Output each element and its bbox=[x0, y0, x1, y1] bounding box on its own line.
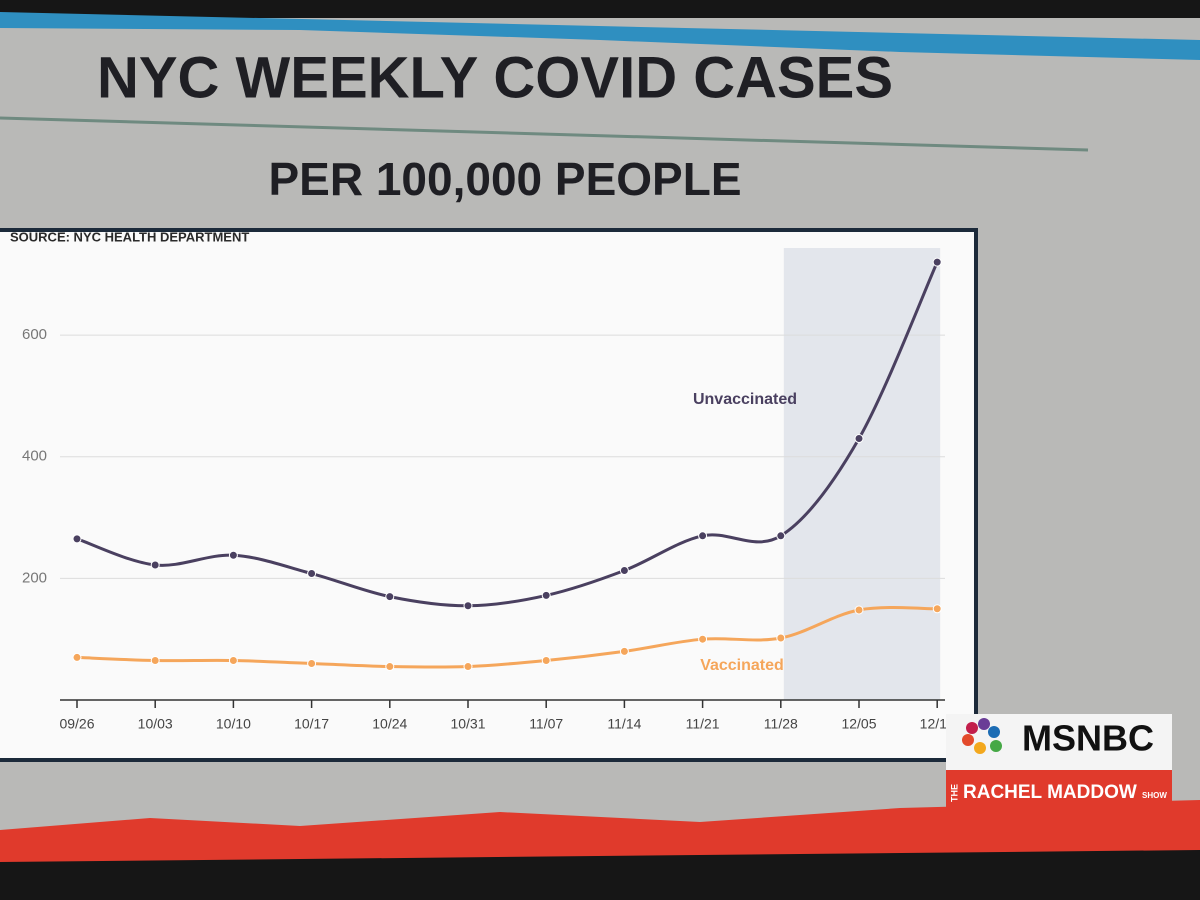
data-point bbox=[228, 655, 238, 665]
data-point bbox=[854, 434, 864, 444]
show-box bbox=[946, 770, 1172, 816]
series-line bbox=[76, 606, 938, 669]
x-tick-label: 10/03 bbox=[138, 716, 173, 732]
show-prefix: THE bbox=[949, 784, 959, 802]
data-point bbox=[698, 634, 708, 644]
x-tick-label: 12/05 bbox=[841, 716, 876, 732]
y-tick-label: 400 bbox=[22, 448, 47, 465]
highlight-band bbox=[783, 248, 941, 700]
peacock bbox=[962, 718, 1002, 754]
data-point bbox=[541, 590, 551, 600]
x-tick-label: 10/24 bbox=[372, 716, 407, 732]
data-point bbox=[619, 565, 629, 575]
data-point bbox=[72, 534, 82, 544]
data-point bbox=[463, 601, 473, 611]
data-point bbox=[698, 531, 708, 541]
top-strip bbox=[0, 12, 1200, 60]
x-tick-label: 11/07 bbox=[529, 716, 563, 732]
data-point bbox=[385, 592, 395, 602]
network-logo: MSNBC bbox=[1022, 718, 1154, 759]
y-tick-label: 600 bbox=[22, 326, 47, 343]
x-tick-label: 10/31 bbox=[450, 716, 485, 732]
data-point bbox=[541, 655, 551, 665]
chart-subtitle: PER 100,000 PEOPLE bbox=[268, 153, 741, 205]
chart-title: NYC WEEKLY COVID CASES bbox=[97, 45, 893, 110]
data-point bbox=[385, 662, 395, 672]
data-point bbox=[932, 257, 942, 267]
data-point bbox=[307, 659, 317, 669]
x-tick-label: 11/14 bbox=[607, 716, 641, 732]
show-name: RACHEL MADDOW bbox=[963, 782, 1137, 803]
data-point bbox=[150, 560, 160, 570]
data-point bbox=[932, 604, 942, 614]
series-label: Unvaccinated bbox=[693, 391, 797, 408]
data-point bbox=[619, 646, 629, 656]
x-tick-label: 09/26 bbox=[59, 716, 94, 732]
y-tick-label: 200 bbox=[22, 569, 47, 586]
x-tick-label: 11/21 bbox=[686, 716, 720, 732]
x-tick-label: 10/17 bbox=[294, 716, 329, 732]
data-point bbox=[150, 655, 160, 665]
data-point bbox=[776, 633, 786, 643]
show-suffix: SHOW bbox=[1142, 791, 1167, 800]
plot-area: 200 400 600 09/26 10/03 10/10 10/17 10/24 10/31 1… bbox=[22, 248, 955, 732]
source-note: SOURCE: NYC HEALTH DEPARTMENT bbox=[10, 229, 249, 244]
data-point bbox=[854, 605, 864, 615]
data-point bbox=[776, 531, 786, 541]
rule bbox=[0, 116, 1089, 152]
series-label: Vaccinated bbox=[700, 657, 784, 674]
data-point bbox=[228, 550, 238, 560]
data-point bbox=[463, 662, 473, 672]
bottom-strip bbox=[0, 800, 1200, 862]
data-point bbox=[72, 652, 82, 662]
data-point bbox=[307, 569, 317, 579]
x-tick-label: 11/28 bbox=[764, 716, 798, 732]
x-tick-label: 10/10 bbox=[216, 716, 251, 732]
